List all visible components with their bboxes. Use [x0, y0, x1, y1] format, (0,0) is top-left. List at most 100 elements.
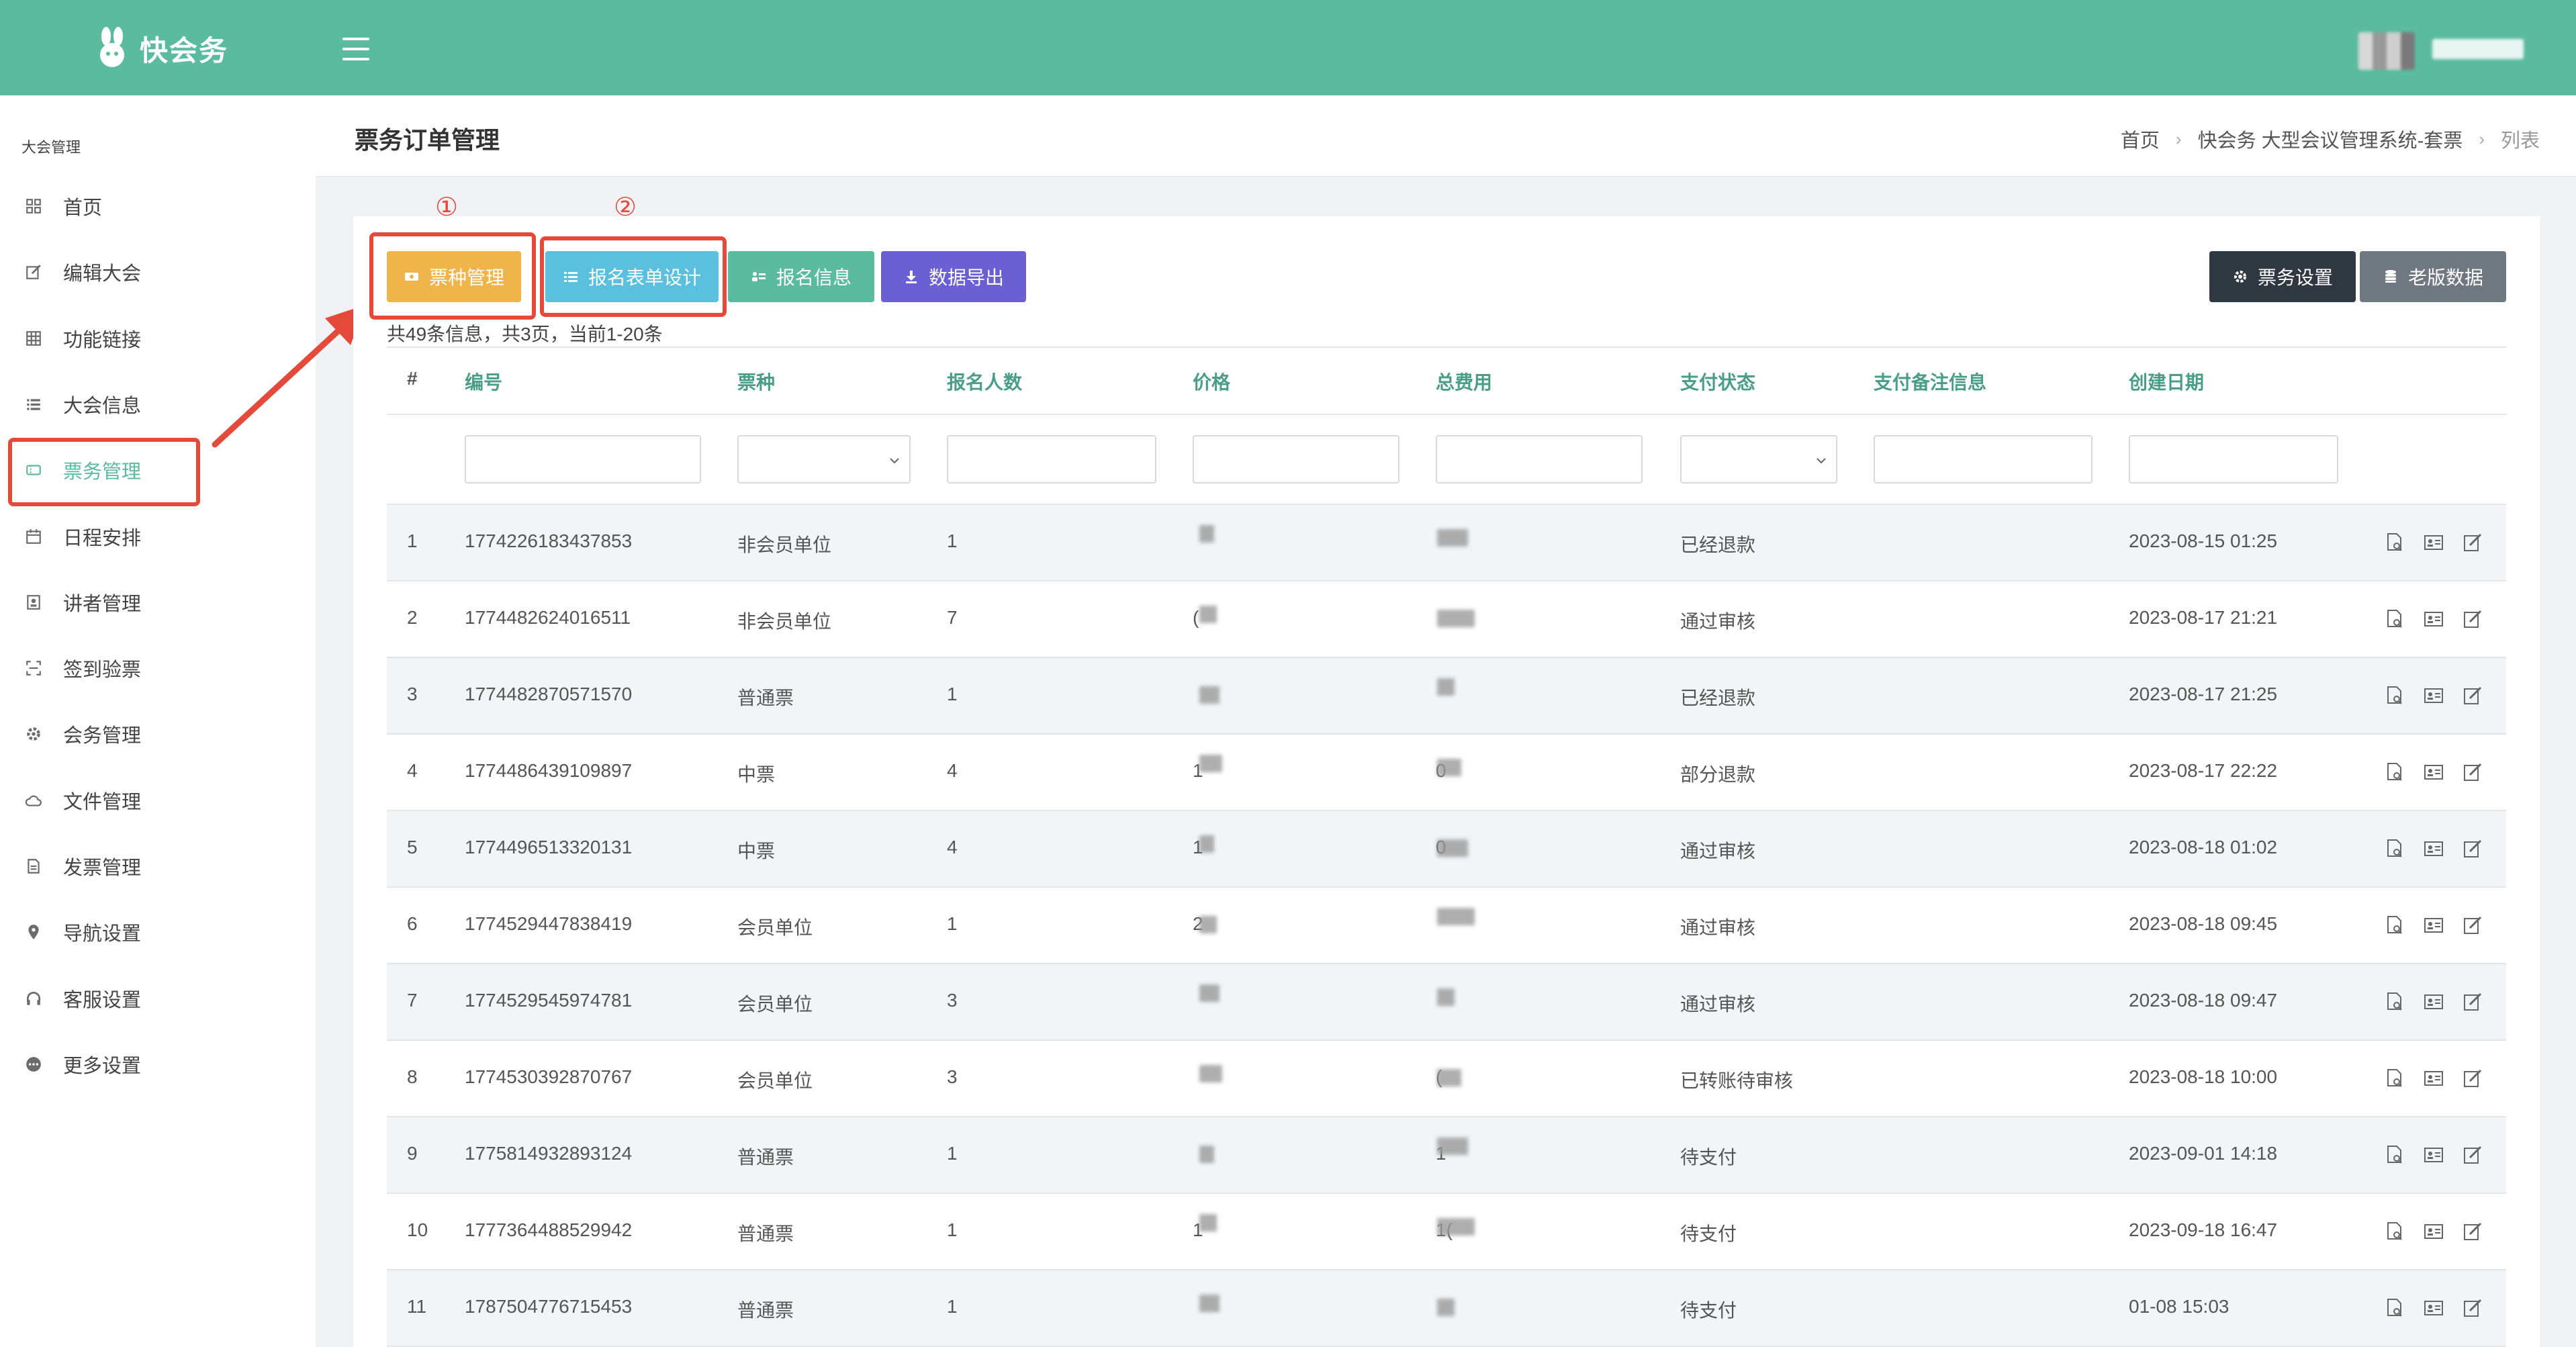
ticket-settings-button[interactable]: 票务设置 [2209, 251, 2356, 302]
id-card-icon[interactable] [2419, 528, 2448, 557]
doc-search-icon[interactable] [2380, 1064, 2409, 1093]
edit-icon[interactable] [2458, 1064, 2487, 1093]
edit-icon[interactable] [2458, 604, 2487, 634]
divider [387, 346, 2506, 348]
breadcrumb-project[interactable]: 快会务 大型会议管理系统-套票 [2197, 130, 2463, 152]
id-card-icon[interactable] [2419, 834, 2448, 864]
id-card-icon[interactable] [2419, 1217, 2448, 1246]
doc-search-icon[interactable] [2380, 604, 2409, 634]
filter-note-input[interactable] [1874, 435, 2092, 483]
column-header-n[interactable]: # [407, 368, 418, 389]
table-row[interactable]: 2 1774482624016511 非会员单位 7 (通过审核 2023-08-17 2… [387, 582, 2506, 658]
breadcrumb-home[interactable]: 首页 [2120, 130, 2160, 152]
column-header-date[interactable]: 创建日期 [2129, 372, 2205, 393]
column-header-type[interactable]: 票种 [737, 372, 776, 393]
table-row[interactable]: 3 1774482870571570 普通票 1 已经退款 2023-08-17 21:2… [387, 658, 2506, 735]
row-actions [2380, 757, 2497, 787]
id-card-icon[interactable] [2419, 911, 2448, 940]
table-row[interactable]: 1 1774226183437853 非会员单位 1 已经退款 2023-08-15 01… [387, 505, 2506, 582]
id-card-icon[interactable] [2419, 757, 2448, 787]
edit-icon[interactable] [2458, 1217, 2487, 1246]
doc-search-icon[interactable] [2380, 1140, 2409, 1170]
doc-search-icon[interactable] [2380, 911, 2409, 940]
edit-icon[interactable] [2458, 834, 2487, 864]
doc-search-icon[interactable] [2380, 987, 2409, 1017]
edit-icon[interactable] [2458, 681, 2487, 710]
sidebar-item-8[interactable]: 会务管理 [0, 701, 316, 767]
id-card-icon[interactable] [2419, 604, 2448, 634]
sidebar-item-0[interactable]: 首页 [0, 173, 316, 239]
cell-date: 2023-08-18 10:00 [2129, 1066, 2278, 1087]
edit-icon[interactable] [2458, 1293, 2487, 1323]
filter-id-input[interactable] [465, 435, 701, 483]
blurred-total [1437, 1137, 1468, 1155]
doc-search-icon[interactable] [2380, 757, 2409, 787]
column-header-note[interactable]: 支付备注信息 [1874, 372, 1987, 393]
id-card-icon[interactable] [2419, 1064, 2448, 1093]
sidebar-item-7[interactable]: 签到验票 [0, 635, 316, 701]
cell-date: 2023-08-17 22:22 [2129, 760, 2278, 781]
table-row[interactable]: 41774486439109897中票410部分退款2023-08-17 22:… [387, 735, 2506, 811]
sidebar-item-1[interactable]: 编辑大会 [0, 239, 316, 305]
sidebar-item-9[interactable]: 文件管理 [0, 768, 316, 833]
blurred-price [1199, 916, 1217, 933]
column-header-price[interactable]: 价格 [1193, 372, 1231, 393]
legacy-data-button[interactable]: 老版数据 [2360, 251, 2506, 302]
filter-count-input[interactable] [947, 435, 1156, 483]
table-row[interactable]: 7 1774529545974781 会员单位 3 通过审核 2023-08-18 09:… [387, 964, 2506, 1041]
edit-icon[interactable] [2458, 528, 2487, 557]
id-card-icon[interactable] [2419, 1140, 2448, 1170]
data-export-button[interactable]: 数据导出 [881, 251, 1026, 302]
filter-price-input[interactable] [1193, 435, 1399, 483]
doc-search-icon[interactable] [2380, 1217, 2409, 1246]
edit-icon[interactable] [2458, 1140, 2487, 1170]
filter-status-select[interactable] [1680, 435, 1837, 483]
column-header-status[interactable]: 支付状态 [1680, 372, 1756, 393]
edit-icon[interactable] [2458, 987, 2487, 1017]
doc-search-icon[interactable] [2380, 681, 2409, 710]
sidebar-item-13[interactable]: 更多设置 [0, 1031, 316, 1097]
cell-date: 2023-08-18 09:47 [2129, 990, 2278, 1011]
column-header-id[interactable]: 编号 [465, 372, 503, 393]
column-header-total[interactable]: 总费用 [1436, 372, 1493, 393]
table-row[interactable]: 91775814932893124普通票11待支付2023-09-01 14:1… [387, 1117, 2506, 1194]
edit-icon[interactable] [2458, 911, 2487, 940]
cell-id: 1774529545974781 [465, 990, 633, 1011]
table-row[interactable]: 11 1787504776715453 普通票 1 待支付 01-08 15:03 [387, 1270, 2506, 1347]
filter-total-input[interactable] [1436, 435, 1643, 483]
sidebar-item-5[interactable]: 日程安排 [0, 504, 316, 569]
doc-search-icon[interactable] [2380, 1293, 2409, 1323]
sidebar-item-3[interactable]: 大会信息 [0, 371, 316, 437]
sidebar-item-12[interactable]: 客服设置 [0, 966, 316, 1031]
sidebar-item-4[interactable]: 票务管理 [0, 437, 316, 503]
id-card-icon[interactable] [2419, 681, 2448, 710]
cell-n: 3 [407, 684, 418, 704]
avatar[interactable] [2358, 32, 2415, 70]
blurred-total [1437, 1218, 1475, 1236]
id-card-icon[interactable] [2419, 1293, 2448, 1323]
registration-info-button[interactable]: 报名信息 [728, 251, 874, 302]
column-header-count[interactable]: 报名人数 [947, 372, 1023, 393]
menu-toggle-icon[interactable] [342, 38, 369, 60]
chevron-right-icon: › [2479, 128, 2485, 149]
cell-n: 6 [407, 913, 418, 934]
doc-search-icon[interactable] [2380, 528, 2409, 557]
form-design-button[interactable]: 报名表单设计 [545, 251, 719, 302]
table-row[interactable]: 6 1774529447838419 会员单位 1 2 通过审核 2023-08-18 09… [387, 888, 2506, 964]
app-logo[interactable]: 快会务 [94, 27, 228, 70]
ticket-types-button[interactable]: 票种管理 [387, 251, 521, 302]
filter-date-input[interactable] [2129, 435, 2338, 483]
table-row[interactable]: 51774496513320131中票410通过审核2023-08-18 01:… [387, 811, 2506, 888]
table-row[interactable]: 81774530392870767会员单位3(已转账待审核2023-08-18 … [387, 1041, 2506, 1117]
doc-search-icon[interactable] [2380, 834, 2409, 864]
filter-ticket-type-select[interactable] [737, 435, 911, 483]
sidebar-item-6[interactable]: 讲者管理 [0, 569, 316, 635]
row-actions [2380, 604, 2497, 634]
user-name-blurred[interactable] [2432, 39, 2524, 59]
sidebar-item-10[interactable]: 发票管理 [0, 833, 316, 899]
id-card-icon[interactable] [2419, 987, 2448, 1017]
sidebar-item-11[interactable]: 导航设置 [0, 899, 316, 965]
sidebar-item-2[interactable]: 功能链接 [0, 306, 316, 371]
edit-icon[interactable] [2458, 757, 2487, 787]
